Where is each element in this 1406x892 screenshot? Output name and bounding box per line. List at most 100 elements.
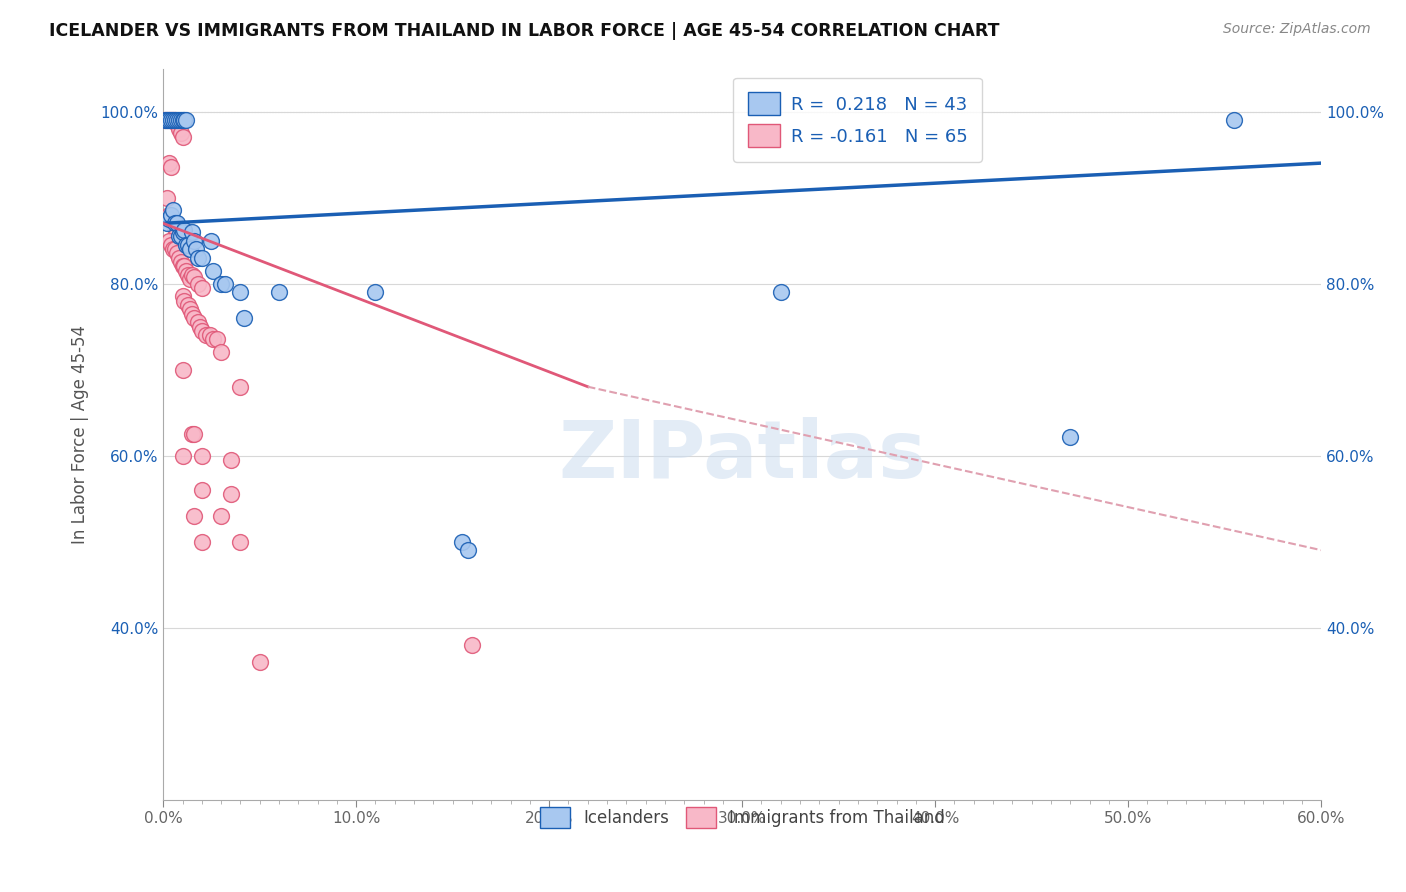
Point <box>219 452 242 467</box>
Point <box>176 113 198 128</box>
Point <box>451 534 474 549</box>
Point <box>163 113 186 128</box>
Point <box>1223 113 1246 128</box>
Point <box>176 263 198 277</box>
Legend: Icelanders, Immigrants from Thailand: Icelanders, Immigrants from Thailand <box>533 800 952 835</box>
Point <box>156 113 179 128</box>
Point <box>461 638 484 652</box>
Point <box>162 113 184 128</box>
Point <box>169 113 191 128</box>
Point <box>191 251 214 265</box>
Point <box>157 113 180 128</box>
Point <box>214 277 236 291</box>
Point <box>172 362 194 376</box>
Point <box>166 117 188 131</box>
Text: ZIPatlas: ZIPatlas <box>558 417 927 495</box>
Point <box>163 113 186 128</box>
Point <box>233 310 256 325</box>
Point <box>153 113 176 128</box>
Point <box>181 225 204 239</box>
Point <box>157 234 180 248</box>
Point <box>202 263 225 277</box>
Point <box>176 237 198 252</box>
Point <box>194 328 217 343</box>
Point <box>167 251 190 265</box>
Point <box>156 216 179 230</box>
Point <box>166 216 188 230</box>
Point <box>172 225 194 239</box>
Point <box>183 234 205 248</box>
Point <box>229 285 252 299</box>
Point <box>229 534 252 549</box>
Point <box>173 260 195 274</box>
Point <box>166 113 188 128</box>
Point <box>191 483 214 497</box>
Point <box>156 190 179 204</box>
Point <box>173 113 195 128</box>
Point <box>202 333 225 347</box>
Point <box>169 126 191 140</box>
Point <box>177 237 200 252</box>
Text: Source: ZipAtlas.com: Source: ZipAtlas.com <box>1223 22 1371 37</box>
Point <box>187 251 209 265</box>
Point <box>162 242 184 256</box>
Point <box>167 113 190 128</box>
Point <box>267 285 290 299</box>
Point <box>156 113 179 128</box>
Point <box>172 130 194 145</box>
Point <box>177 268 200 282</box>
Point <box>183 310 205 325</box>
Text: ICELANDER VS IMMIGRANTS FROM THAILAND IN LABOR FORCE | AGE 45-54 CORRELATION CHA: ICELANDER VS IMMIGRANTS FROM THAILAND IN… <box>49 22 1000 40</box>
Point <box>184 242 207 256</box>
Point <box>200 234 222 248</box>
Point <box>169 229 191 244</box>
Point <box>162 203 184 218</box>
Point <box>183 269 205 284</box>
Point <box>163 220 186 235</box>
Point <box>160 237 183 252</box>
Point <box>1059 429 1081 443</box>
Point <box>219 487 242 501</box>
Point <box>157 113 180 128</box>
Point <box>172 449 194 463</box>
Point <box>160 208 183 222</box>
Point <box>179 242 201 256</box>
Point <box>172 113 194 128</box>
Point <box>209 277 232 291</box>
Point <box>187 315 209 329</box>
Point <box>153 113 176 128</box>
Y-axis label: In Labor Force | Age 45-54: In Labor Force | Age 45-54 <box>72 325 89 543</box>
Point <box>183 508 205 523</box>
Point <box>163 216 186 230</box>
Point <box>183 427 205 442</box>
Point <box>198 328 221 343</box>
Point <box>181 427 204 442</box>
Point <box>187 277 209 291</box>
Point <box>181 307 204 321</box>
Point <box>162 216 184 230</box>
Point <box>157 212 180 227</box>
Point <box>249 655 271 669</box>
Point <box>172 260 194 274</box>
Point <box>209 508 232 523</box>
Point <box>191 449 214 463</box>
Point <box>160 212 183 227</box>
Point <box>177 298 200 312</box>
Point <box>173 223 195 237</box>
Point <box>163 242 186 256</box>
Point <box>769 285 792 299</box>
Point <box>179 272 201 286</box>
Point <box>191 324 214 338</box>
Point <box>181 268 204 282</box>
Point <box>172 289 194 303</box>
Point <box>157 208 180 222</box>
Point <box>162 113 184 128</box>
Point <box>166 246 188 260</box>
Point <box>191 534 214 549</box>
Point <box>157 156 180 170</box>
Point <box>160 113 183 128</box>
Point <box>191 281 214 295</box>
Point <box>179 302 201 317</box>
Point <box>188 319 211 334</box>
Point <box>169 255 191 269</box>
